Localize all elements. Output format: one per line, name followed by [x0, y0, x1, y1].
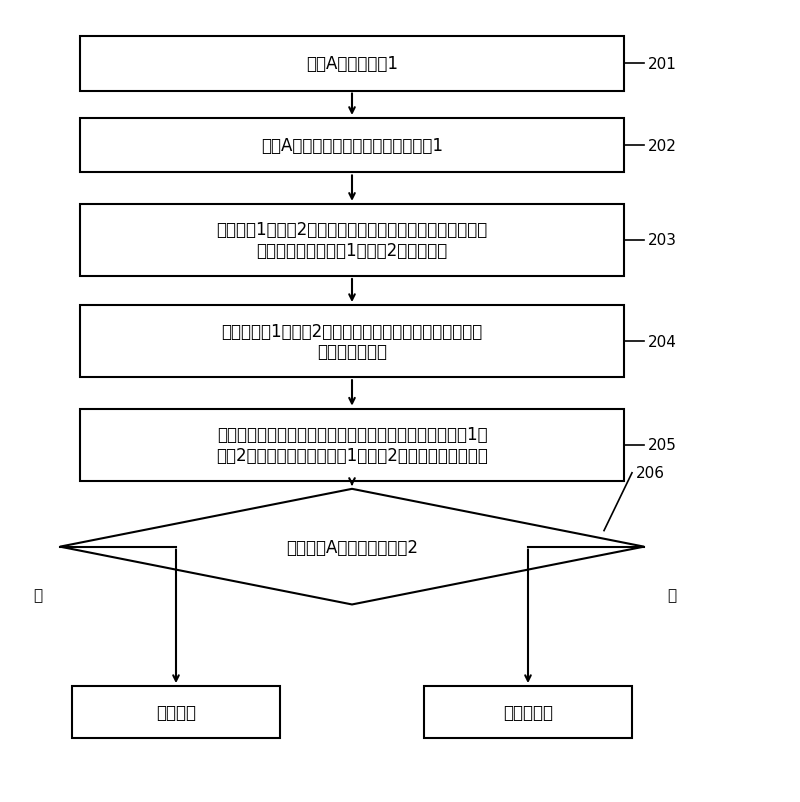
Text: 终端A驻留在小区1: 终端A驻留在小区1	[306, 55, 398, 73]
Text: 202: 202	[648, 139, 677, 153]
FancyBboxPatch shape	[80, 409, 624, 481]
Text: 201: 201	[648, 57, 677, 71]
Text: 通过测试: 通过测试	[156, 703, 196, 721]
FancyBboxPatch shape	[80, 119, 624, 173]
Text: 在调整小区1和小区2的发射功率后，维持调整后的发射功
率，并进行计时: 在调整小区1和小区2的发射功率后，维持调整后的发射功 率，并进行计时	[222, 322, 482, 361]
Text: 206: 206	[636, 466, 665, 480]
Text: 203: 203	[648, 233, 677, 248]
Text: 在计时的时间超过预先设置的中速时间阈值后，调整小区1和
小区2的发射功率，使得小区1和小区2不满足小区重选条件: 在计时的时间超过预先设置的中速时间阈值后，调整小区1和 小区2的发射功率，使得小…	[216, 426, 488, 464]
FancyBboxPatch shape	[80, 37, 624, 91]
Text: 否: 否	[667, 588, 676, 602]
Text: 检测终端A是否驻留在小区2: 检测终端A是否驻留在小区2	[286, 538, 418, 556]
Text: 204: 204	[648, 334, 677, 349]
FancyBboxPatch shape	[80, 205, 624, 277]
Polygon shape	[60, 489, 644, 605]
Text: 终端A进入中速移动模式并驻留在小区1: 终端A进入中速移动模式并驻留在小区1	[261, 137, 443, 155]
Text: 是: 是	[34, 588, 42, 602]
FancyBboxPatch shape	[424, 686, 632, 738]
FancyBboxPatch shape	[80, 306, 624, 378]
Text: 调整小区1和小区2的发射功率，使其参考信号能量等级满足
中速移动模式下小区1到小区2的重选条件: 调整小区1和小区2的发射功率，使其参考信号能量等级满足 中速移动模式下小区1到小…	[216, 221, 488, 260]
FancyBboxPatch shape	[72, 686, 280, 738]
Text: 未通过测试: 未通过测试	[503, 703, 553, 721]
Text: 205: 205	[648, 438, 677, 452]
